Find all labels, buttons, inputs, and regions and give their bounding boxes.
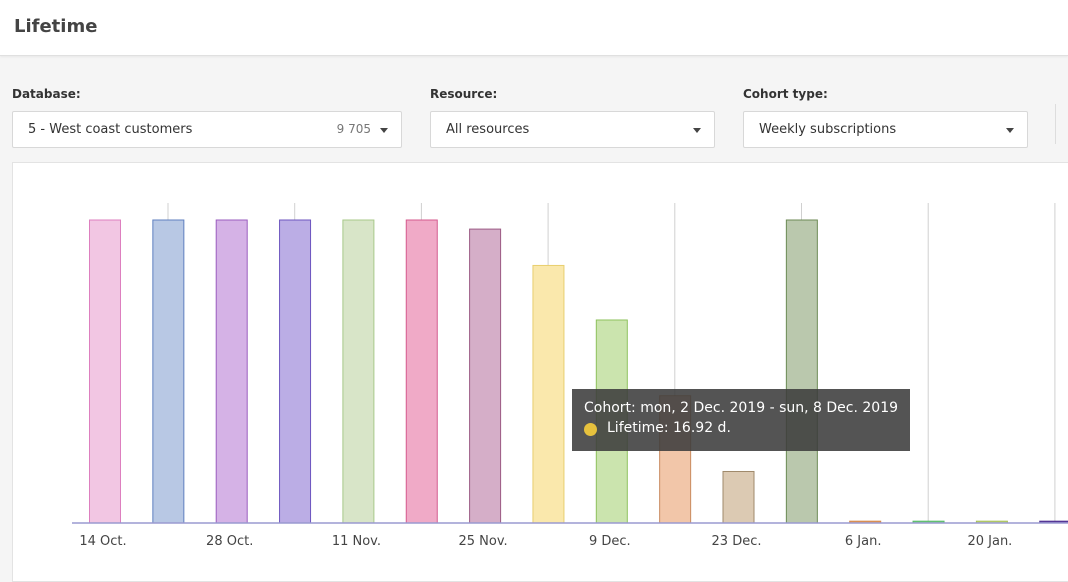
bar-tooltip: Cohort: mon, 2 Dec. 2019 - sun, 8 Dec. 2…	[572, 389, 910, 451]
x-tick-label: 25 Nov.	[459, 534, 508, 549]
x-tick-label: 14 Oct.	[79, 534, 126, 549]
bar-23-dec[interactable]	[723, 471, 754, 523]
tooltip-cohort: Cohort: mon, 2 Dec. 2019 - sun, 8 Dec. 2…	[584, 400, 898, 416]
x-tick-label: 11 Nov.	[332, 534, 381, 549]
x-tick-label: 6 Jan.	[845, 534, 882, 549]
bar-21-oct[interactable]	[153, 220, 184, 523]
tooltip-series-dot-icon	[584, 423, 597, 436]
bar-2-dec[interactable]	[533, 265, 564, 523]
x-tick-label: 28 Oct.	[206, 534, 253, 549]
tooltip-value: Lifetime: 16.92 d.	[607, 420, 731, 436]
x-tick-labels: 14 Oct. 28 Oct. 11 Nov. 25 Nov. 9 Dec. 23 Dec…	[79, 534, 1012, 549]
bar-30-dec[interactable]	[786, 220, 817, 523]
x-tick-label: 23 Dec.	[712, 534, 762, 549]
x-tick-label: 9 Dec.	[589, 534, 631, 549]
bar-28-oct[interactable]	[216, 220, 247, 523]
bar-11-nov[interactable]	[343, 220, 374, 523]
x-tick-label: 20 Jan.	[967, 534, 1012, 549]
bar-4-nov[interactable]	[280, 220, 311, 523]
chart-bars	[90, 220, 1068, 523]
bar-14-oct[interactable]	[90, 220, 121, 523]
bar-25-nov[interactable]	[470, 229, 501, 523]
bar-18-nov[interactable]	[406, 220, 437, 523]
